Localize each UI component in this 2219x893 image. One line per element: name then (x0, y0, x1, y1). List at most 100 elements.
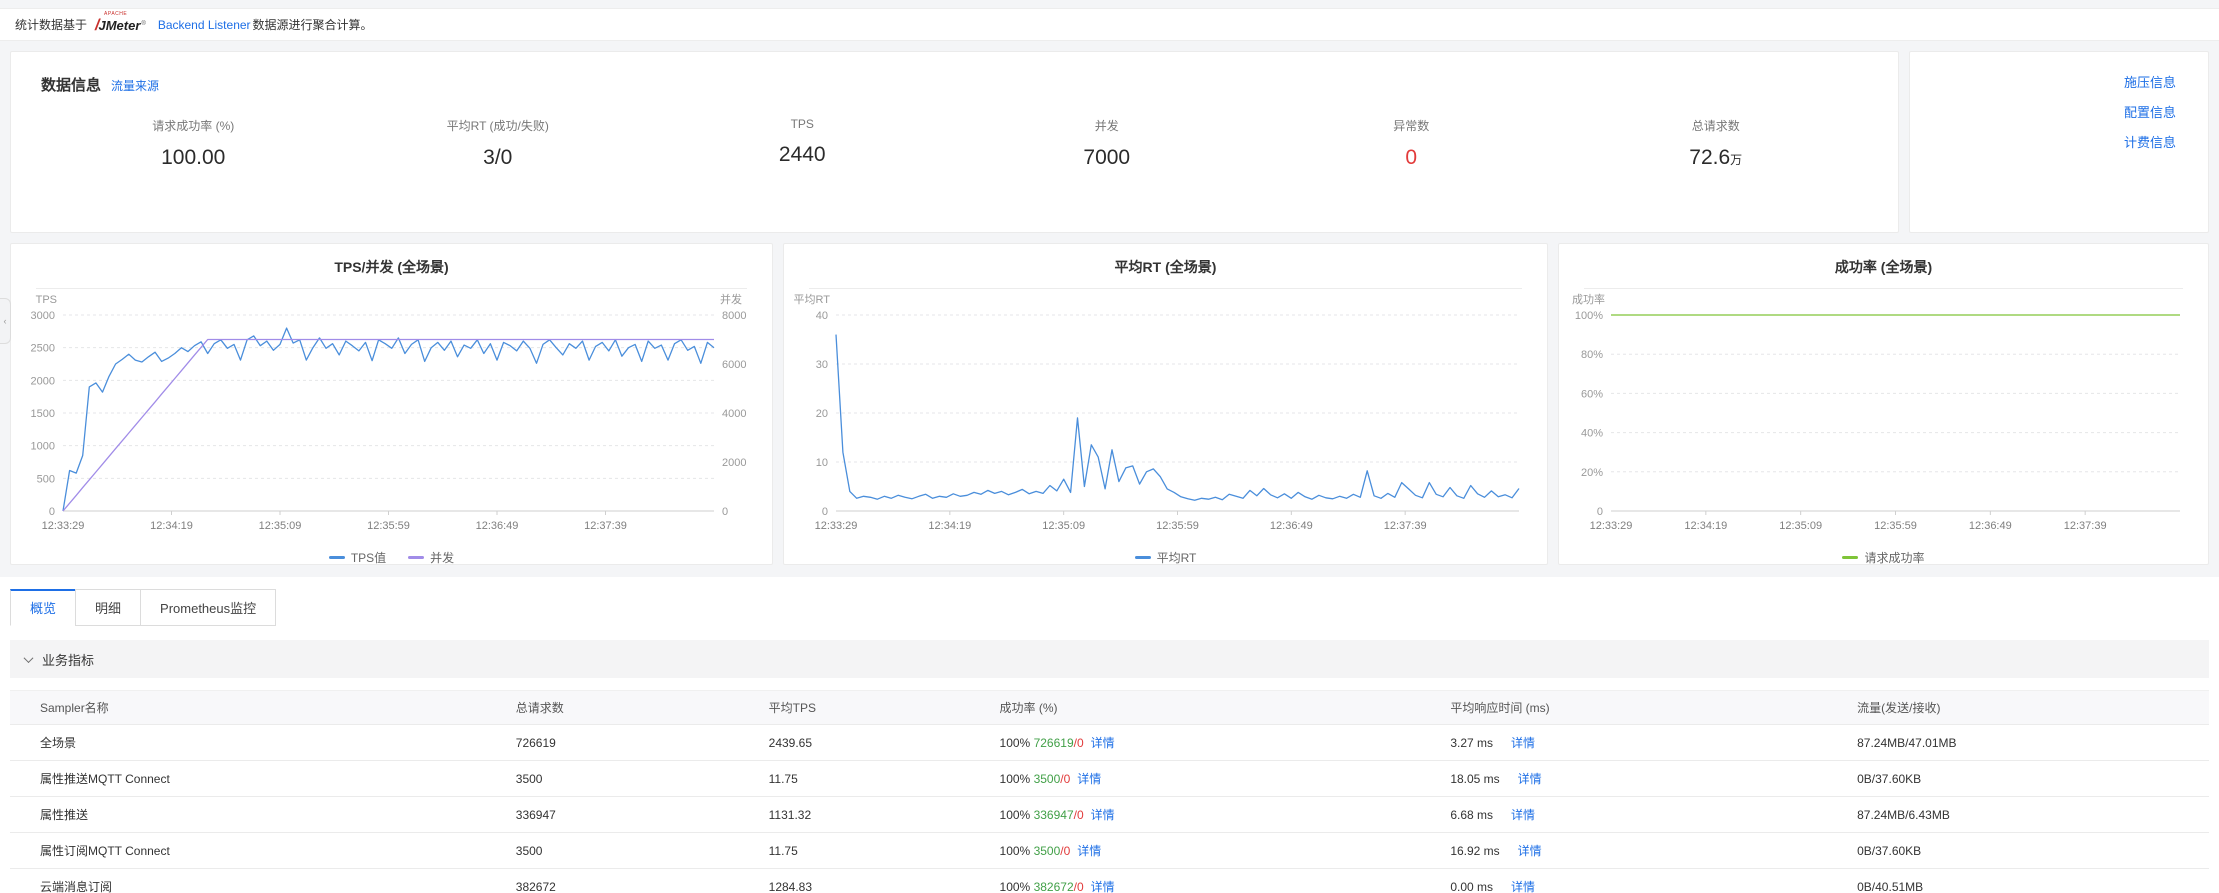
metric-success-rate: 请求成功率 (%) 100.00 (41, 117, 346, 170)
svg-text:30: 30 (816, 359, 828, 371)
cell-sampler-name: 属性推送 (40, 808, 89, 822)
tab-overview[interactable]: 概览 (10, 589, 77, 626)
metric-label: 并发 (1094, 119, 1119, 133)
cell-total-requests: 382672 (515, 879, 556, 893)
metric-avg-rt: 平均RT (成功/失败) 3/0 (346, 117, 651, 170)
rt-detail-link[interactable]: 详情 (1511, 736, 1536, 750)
svg-text:12:37:39: 12:37:39 (2064, 520, 2107, 532)
success-rate-chart[interactable]: 0 20% 40% 60% 80% 100% 成功率 12:33:29 12:34:19 12:3… (1559, 293, 2208, 545)
svg-text:100%: 100% (1575, 310, 1603, 322)
rt-detail-link[interactable]: 详情 (1511, 880, 1536, 893)
legend-item[interactable]: 平均RT (1134, 549, 1196, 564)
success-detail-link[interactable]: 详情 (1090, 736, 1115, 750)
success-detail-link[interactable]: 详情 (1090, 808, 1115, 822)
notice-suffix: 数据源进行聚合计算。 (252, 18, 373, 32)
svg-text:TPS: TPS (36, 294, 57, 306)
svg-text:12:36:49: 12:36:49 (1270, 520, 1313, 532)
rt-detail-link[interactable]: 详情 (1511, 808, 1536, 822)
svg-text:40: 40 (816, 310, 828, 322)
rt-detail-link[interactable]: 详情 (1517, 772, 1542, 786)
section-title: 业务指标 (42, 652, 95, 668)
svg-text:1500: 1500 (31, 408, 55, 420)
svg-text:12:34:19: 12:34:19 (928, 520, 971, 532)
header-avg-response-time: 平均响应时间 (ms) (1450, 701, 1550, 715)
svg-text:6000: 6000 (722, 359, 746, 371)
legend-dash-icon (408, 556, 425, 559)
cell-traffic: 87.24MB/47.01MB (1857, 735, 1957, 750)
avg-rt-chart[interactable]: 0 10 20 30 40 平均RT 12:33:29 12:34:19 12:35:09 12:… (784, 293, 1547, 545)
svg-text:4000: 4000 (722, 408, 746, 420)
legend-label: 并发 (430, 551, 455, 565)
svg-text:0: 0 (722, 506, 728, 518)
backend-listener-link[interactable]: Backend Listener (157, 17, 251, 32)
rt-detail-link[interactable]: 详情 (1517, 844, 1542, 858)
legend-item[interactable]: 并发 (408, 549, 455, 565)
success-detail-link[interactable]: 详情 (1090, 880, 1115, 893)
cell-success-rate: 100% 3500/0 详情 (999, 844, 1102, 858)
billing-info-link[interactable]: 计费信息 (2123, 135, 2176, 150)
svg-text:12:36:49: 12:36:49 (476, 520, 519, 532)
legend-dash-icon (1134, 556, 1151, 559)
legend-item[interactable]: TPS值 (328, 549, 386, 564)
cell-success-rate: 100% 3500/0 详情 (999, 772, 1102, 786)
svg-text:12:35:09: 12:35:09 (1042, 520, 1085, 532)
cell-sampler-name: 云端消息订阅 (40, 880, 113, 893)
cell-traffic: 87.24MB/6.43MB (1857, 807, 1950, 822)
svg-text:0: 0 (1597, 506, 1603, 518)
metric-value: 72.6万 (1689, 146, 1743, 169)
metric-label: 总请求数 (1691, 119, 1740, 133)
metric-total-requests: 总请求数 72.6万 (1564, 117, 1869, 170)
cell-sampler-name: 属性订阅MQTT Connect (40, 844, 170, 858)
legend-item[interactable]: 请求成功率 (1842, 549, 1925, 564)
cell-success-rate: 100% 726619/0 详情 (999, 736, 1115, 750)
svg-text:平均RT: 平均RT (794, 293, 831, 306)
config-info-link[interactable]: 配置信息 (2123, 105, 2176, 120)
svg-text:12:34:19: 12:34:19 (150, 520, 193, 532)
table-row: 全场景 726619 2439.65 100% 726619/0 详情 3.27 … (10, 725, 2209, 761)
header-traffic: 流量(发送/接收) (1857, 701, 1941, 715)
success-detail-link[interactable]: 详情 (1077, 772, 1102, 786)
svg-text:500: 500 (37, 473, 55, 485)
tab-prometheus[interactable]: Prometheus监控 (140, 589, 277, 626)
traffic-source-link[interactable]: 流量来源 (111, 79, 160, 93)
svg-text:2500: 2500 (31, 343, 55, 355)
info-row: 数据信息 流量来源 请求成功率 (%) 100.00 平均RT (成功/失败) … (10, 51, 2209, 233)
cell-total-requests: 3500 (515, 843, 543, 858)
success-detail-link[interactable]: 详情 (1077, 844, 1102, 858)
tps-concurrency-chart[interactable]: 0 500 1000 1500 2000 2500 3000 TPS 0 2000 4000 6000… (11, 293, 772, 545)
pressure-info-link[interactable]: 施压信息 (2123, 75, 2176, 90)
metric-value: 100.00 (161, 146, 226, 169)
cell-sampler-name: 属性推送MQTT Connect (40, 772, 170, 786)
legend-dash-icon (328, 556, 345, 559)
metrics-row: 请求成功率 (%) 100.00 平均RT (成功/失败) 3/0 TPS 24… (41, 117, 1868, 170)
tab-detail[interactable]: 明细 (75, 589, 142, 626)
legend-dash-icon (1842, 556, 1859, 559)
svg-text:12:35:09: 12:35:09 (259, 520, 302, 532)
svg-text:40%: 40% (1581, 428, 1603, 440)
cell-avg-tps: 1131.32 (768, 807, 812, 822)
drawer-handle[interactable]: ‹ (0, 298, 11, 344)
chart-canvas: 0 500 1000 1500 2000 2500 3000 TPS 0 2000 4000 6000… (31, 293, 747, 532)
chart-legend: 平均RT (784, 549, 1547, 564)
cell-avg-rt: 16.92 ms 详情 (1450, 844, 1542, 858)
svg-text:2000: 2000 (722, 457, 746, 469)
metric-label: 异常数 (1393, 119, 1430, 133)
cell-traffic: 0B/40.51MB (1857, 879, 1924, 893)
cell-sampler-name: 全场景 (40, 736, 77, 750)
jmeter-feather-icon: / (95, 17, 100, 34)
svg-text:2000: 2000 (31, 375, 55, 387)
cell-traffic: 0B/37.60KB (1857, 843, 1922, 858)
table-row: 属性推送MQTT Connect 3500 11.75 100% 3500/0 详… (10, 761, 2209, 797)
business-metrics-section-header[interactable]: 业务指标 (10, 640, 2209, 678)
svg-text:并发: 并发 (720, 293, 742, 306)
chart-title: 成功率 (全场景) (1584, 257, 2183, 289)
metric-label: 平均RT (成功/失败) (446, 119, 549, 133)
cell-avg-rt: 6.68 ms 详情 (1450, 808, 1536, 822)
chevron-down-icon (23, 652, 34, 663)
tabs-bar: 概览 明细 Prometheus监控 (10, 589, 2219, 626)
jmeter-logo-apache: APACHE (104, 11, 128, 17)
chart-canvas: 0 10 20 30 40 平均RT 12:33:29 12:34:19 12:35:09 12:… (794, 293, 1520, 532)
svg-text:12:33:29: 12:33:29 (815, 520, 858, 532)
data-info-card: 数据信息 流量来源 请求成功率 (%) 100.00 平均RT (成功/失败) … (10, 51, 1899, 233)
tps-concurrency-chart-card: TPS/并发 (全场景) 0 500 1000 1500 2000 2500 3000 TPS… (10, 243, 773, 565)
